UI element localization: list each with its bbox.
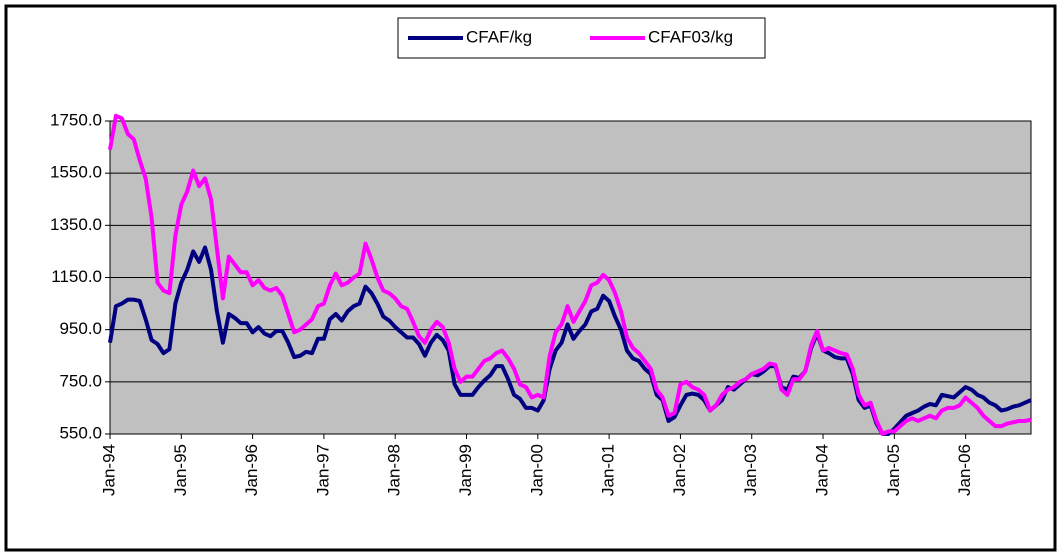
legend-label: CFAF/kg (466, 27, 532, 46)
x-tick-label: Jan-96 (242, 444, 261, 496)
y-tick-label: 1550.0 (50, 163, 102, 182)
y-tick-label: 750.0 (59, 371, 102, 390)
x-tick-label: Jan-00 (527, 444, 546, 496)
x-tick-label: Jan-05 (884, 444, 903, 496)
x-tick-label: Jan-99 (456, 444, 475, 496)
x-tick-label: Jan-01 (599, 444, 618, 496)
x-tick-label: Jan-04 (813, 444, 832, 496)
y-tick-label: 1750.0 (50, 110, 102, 129)
x-tick-label: Jan-97 (313, 444, 332, 496)
x-tick-label: Jan-03 (741, 444, 760, 496)
x-tick-label: Jan-02 (670, 444, 689, 496)
y-tick-label: 1350.0 (50, 215, 102, 234)
x-tick-label: Jan-98 (385, 444, 404, 496)
series-line (108, 113, 1032, 436)
x-tick-label: Jan-06 (955, 444, 974, 496)
y-tick-label: 1150.0 (51, 267, 102, 286)
x-tick-label: Jan-94 (99, 444, 118, 496)
y-tick-label: 550.0 (59, 423, 102, 442)
y-tick-label: 950.0 (59, 319, 102, 338)
legend-label: CFAF03/kg (648, 27, 733, 46)
x-tick-label: Jan-95 (171, 444, 190, 496)
